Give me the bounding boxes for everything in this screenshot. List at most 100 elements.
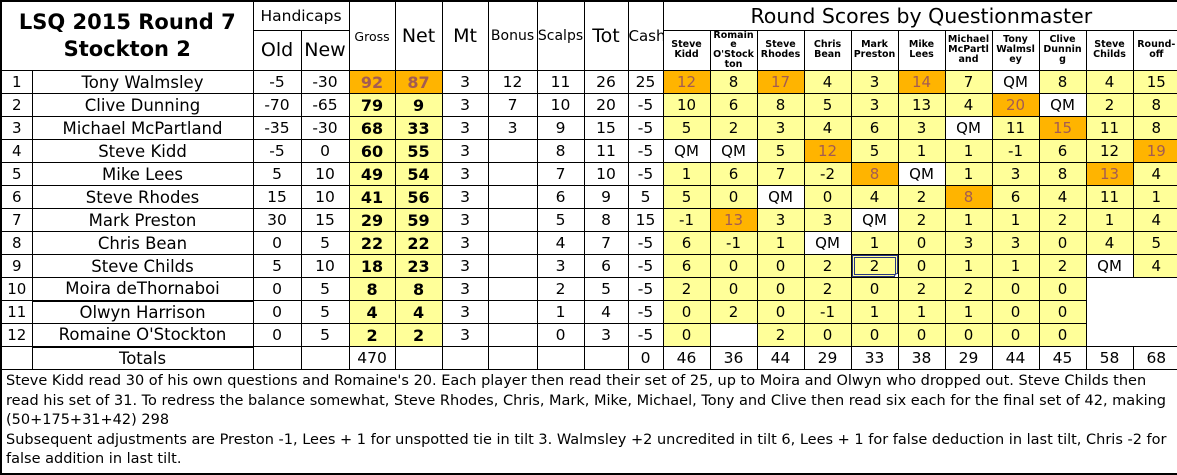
bonus-cell[interactable] bbox=[487, 231, 538, 255]
scalps-cell[interactable]: 10 bbox=[536, 93, 585, 117]
score-cell[interactable]: 4 bbox=[1132, 162, 1177, 186]
mt-header[interactable]: Mt bbox=[441, 0, 489, 71]
old-header[interactable]: Old bbox=[252, 29, 302, 71]
row-rank[interactable]: 9 bbox=[0, 254, 33, 278]
score-cell[interactable]: 19 bbox=[1132, 139, 1177, 163]
score-cell[interactable]: 1 bbox=[944, 139, 993, 163]
net-cell[interactable]: 54 bbox=[394, 162, 443, 186]
tot-cell[interactable]: 3 bbox=[583, 323, 629, 347]
score-cell[interactable]: 5 bbox=[803, 93, 852, 117]
net-cell[interactable]: 23 bbox=[394, 254, 443, 278]
questionmaster-header[interactable]: Michael McPartland bbox=[944, 29, 993, 71]
tot-cell[interactable]: 4 bbox=[583, 300, 629, 324]
score-cell[interactable]: 2 bbox=[709, 116, 758, 140]
row-rank[interactable]: 8 bbox=[0, 231, 33, 255]
score-cell[interactable]: 7 bbox=[944, 70, 993, 94]
handicap-new-cell[interactable]: 5 bbox=[300, 300, 350, 324]
score-cell[interactable]: 2 bbox=[756, 323, 805, 347]
handicap-new-cell[interactable]: 10 bbox=[300, 162, 350, 186]
net-cell[interactable]: 55 bbox=[394, 139, 443, 163]
score-cell[interactable]: 0 bbox=[1038, 277, 1087, 301]
qm-cell[interactable]: QM bbox=[756, 185, 805, 209]
scalps-cell[interactable]: 3 bbox=[536, 254, 585, 278]
gross-cell[interactable]: 2 bbox=[348, 323, 396, 347]
net-cell[interactable]: 87 bbox=[394, 70, 443, 94]
totals-new[interactable] bbox=[300, 346, 350, 370]
totals-score-cell[interactable]: 68 bbox=[1132, 346, 1177, 370]
score-cell[interactable]: 1 bbox=[662, 162, 711, 186]
row-rank[interactable]: 6 bbox=[0, 185, 33, 209]
score-cell[interactable]: 2 bbox=[1085, 93, 1134, 117]
score-cell[interactable]: 0 bbox=[709, 254, 758, 278]
score-cell[interactable]: 2 bbox=[897, 277, 946, 301]
score-cell[interactable]: 6 bbox=[850, 116, 899, 140]
scalps-cell[interactable]: 1 bbox=[536, 300, 585, 324]
score-cell[interactable]: 0 bbox=[897, 231, 946, 255]
mt-cell[interactable]: 3 bbox=[441, 185, 489, 209]
mt-cell[interactable]: 3 bbox=[441, 116, 489, 140]
tot-cell[interactable]: 11 bbox=[583, 139, 629, 163]
bonus-cell[interactable] bbox=[487, 162, 538, 186]
player-name[interactable]: Steve Childs bbox=[31, 254, 254, 278]
score-cell[interactable]: 3 bbox=[991, 231, 1040, 255]
score-cell[interactable]: -1 bbox=[991, 139, 1040, 163]
score-cell[interactable]: 2 bbox=[709, 300, 758, 324]
score-cell[interactable]: 0 bbox=[803, 185, 852, 209]
tot-header[interactable]: Tot bbox=[583, 0, 629, 71]
cash-cell[interactable]: -5 bbox=[627, 300, 664, 324]
score-cell[interactable]: 0 bbox=[709, 185, 758, 209]
totals-score-cell[interactable]: 38 bbox=[897, 346, 946, 370]
handicap-new-cell[interactable]: 5 bbox=[300, 323, 350, 347]
scalps-cell[interactable]: 11 bbox=[536, 70, 585, 94]
fill-handle[interactable] bbox=[893, 273, 898, 277]
score-cell[interactable]: 3 bbox=[850, 93, 899, 117]
score-cell[interactable]: 0 bbox=[756, 254, 805, 278]
qm-cell[interactable]: QM bbox=[709, 139, 758, 163]
questionmaster-header[interactable]: Clive Dunning bbox=[1038, 29, 1087, 71]
cash-cell[interactable]: -5 bbox=[627, 323, 664, 347]
cash-cell[interactable]: 25 bbox=[627, 70, 664, 94]
player-name[interactable]: Mark Preston bbox=[31, 208, 254, 232]
tot-cell[interactable]: 10 bbox=[583, 162, 629, 186]
bonus-cell[interactable] bbox=[487, 254, 538, 278]
score-cell[interactable]: 1 bbox=[897, 300, 946, 324]
score-cell[interactable]: 8 bbox=[1038, 162, 1087, 186]
qm-cell[interactable]: QM bbox=[897, 162, 946, 186]
questionmaster-header[interactable]: Tony Walmsley bbox=[991, 29, 1040, 71]
score-cell[interactable]: 15 bbox=[1132, 70, 1177, 94]
row-rank[interactable]: 12 bbox=[0, 323, 33, 347]
score-cell[interactable]: 0 bbox=[662, 323, 711, 347]
score-cell[interactable]: 4 bbox=[944, 93, 993, 117]
score-cell[interactable]: 0 bbox=[897, 323, 946, 347]
handicap-new-cell[interactable]: 10 bbox=[300, 185, 350, 209]
row-rank[interactable]: 5 bbox=[0, 162, 33, 186]
handicap-new-cell[interactable]: -30 bbox=[300, 70, 350, 94]
player-name[interactable]: Steve Kidd bbox=[31, 139, 254, 163]
bonus-cell[interactable] bbox=[487, 185, 538, 209]
row-rank[interactable]: 10 bbox=[0, 277, 33, 301]
qm-cell[interactable]: QM bbox=[1038, 93, 1087, 117]
score-cell[interactable]: -1 bbox=[803, 300, 852, 324]
score-cell[interactable]: 3 bbox=[944, 231, 993, 255]
score-cell[interactable]: 2 bbox=[897, 208, 946, 232]
score-cell[interactable] bbox=[1086, 277, 1177, 347]
handicap-old-cell[interactable]: -70 bbox=[252, 93, 302, 117]
score-cell[interactable]: 0 bbox=[662, 300, 711, 324]
gross-cell[interactable]: 68 bbox=[348, 116, 396, 140]
handicap-old-cell[interactable]: 0 bbox=[252, 323, 302, 347]
handicap-old-cell[interactable]: 15 bbox=[252, 185, 302, 209]
score-cell[interactable]: 1 bbox=[850, 300, 899, 324]
totals-score-cell[interactable]: 45 bbox=[1038, 346, 1087, 370]
mt-cell[interactable]: 3 bbox=[441, 323, 489, 347]
net-cell[interactable]: 2 bbox=[394, 323, 443, 347]
questionmaster-header[interactable]: Steve Kidd bbox=[662, 29, 711, 71]
totals-net[interactable] bbox=[394, 346, 443, 370]
score-cell[interactable] bbox=[709, 323, 758, 347]
score-cell[interactable]: 20 bbox=[991, 93, 1040, 117]
tot-cell[interactable]: 6 bbox=[583, 254, 629, 278]
score-cell[interactable]: 1 bbox=[991, 208, 1040, 232]
gross-cell[interactable]: 29 bbox=[348, 208, 396, 232]
totals-gross[interactable]: 470 bbox=[348, 346, 396, 370]
gross-cell[interactable]: 4 bbox=[348, 300, 396, 324]
handicap-new-cell[interactable]: 5 bbox=[300, 231, 350, 255]
